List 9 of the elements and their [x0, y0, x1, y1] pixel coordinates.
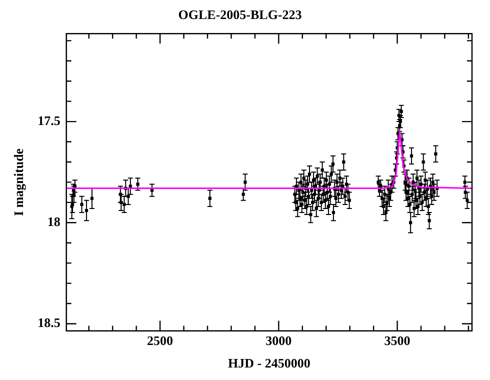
y-tick-label: 17.5	[38, 112, 61, 128]
y-tick-label: 18	[47, 214, 61, 229]
y-axis-title: I magnitude	[11, 148, 26, 216]
y-tick-label: 18.5	[38, 315, 61, 330]
chart-title: OGLE-2005-BLG-223	[178, 7, 302, 22]
x-tick-label: 3500	[384, 332, 410, 348]
x-tick-label: 2500	[147, 332, 174, 348]
x-tick-label: 3000	[266, 332, 292, 348]
x-axis-title: HJD - 2450000	[228, 356, 310, 371]
